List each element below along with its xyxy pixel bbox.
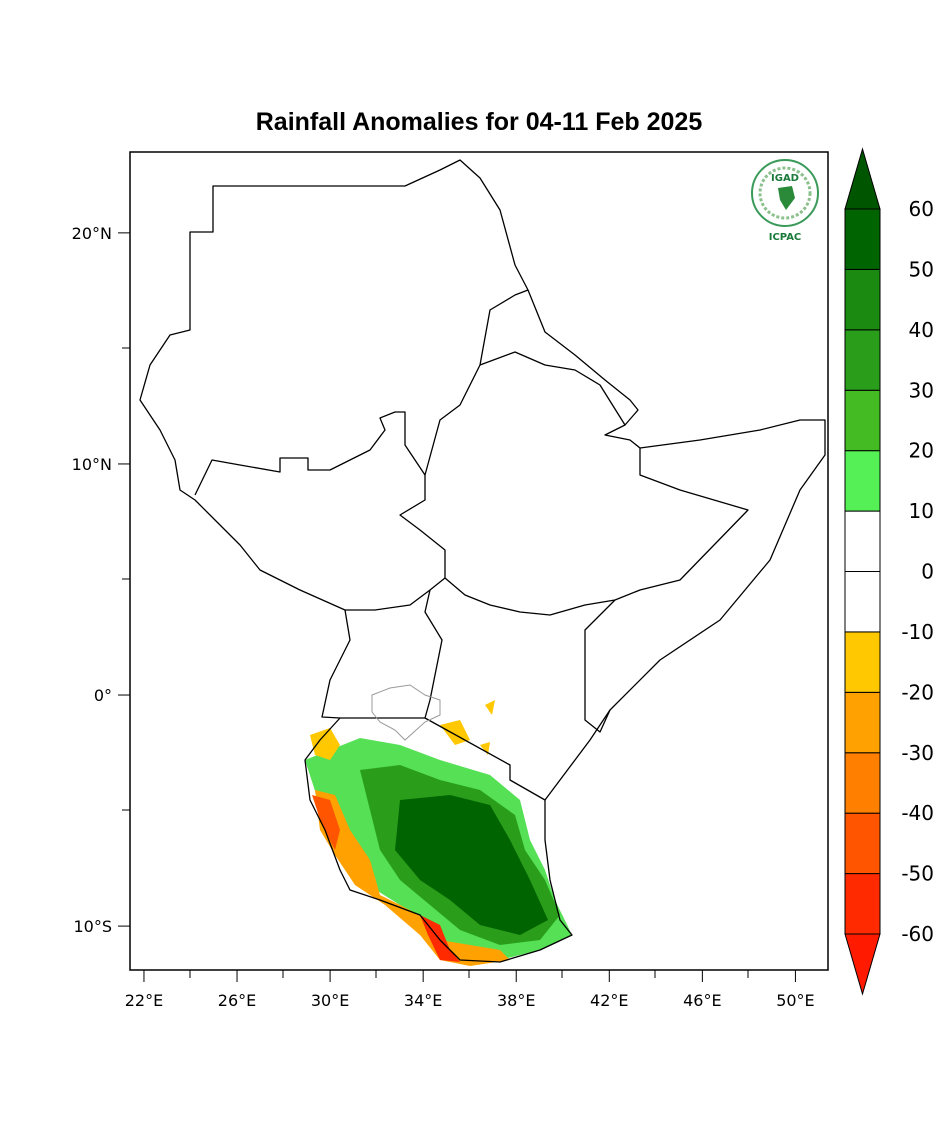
anomaly-field <box>305 700 572 966</box>
colorbar-label: -40 <box>901 801 934 825</box>
colorbar-label: 0 <box>921 560 934 584</box>
country-border <box>399 475 446 578</box>
colorbar-label: 50 <box>909 257 934 281</box>
colorbar-bin <box>844 631 881 693</box>
map-panel: IGAD ICPAC <box>122 151 829 978</box>
colorbar-bin <box>844 812 881 875</box>
map-frame <box>129 151 829 971</box>
x-tick-label: 42°E <box>590 991 628 1010</box>
x-tick-label: 34°E <box>404 991 442 1010</box>
colorbar-over <box>844 147 881 210</box>
colorbar-label: 60 <box>909 197 934 221</box>
colorbar-under <box>844 933 881 996</box>
colorbar-bin <box>844 208 881 270</box>
country-border <box>194 351 626 496</box>
colorbar-bin <box>844 510 881 573</box>
x-tick-label: 26°E <box>218 991 256 1010</box>
map-title: Rainfall Anomalies for 04-11 Feb 2025 <box>256 108 703 136</box>
minor-ticks <box>122 347 749 978</box>
lake-outline <box>371 684 441 741</box>
colorbar-label: 20 <box>909 439 934 463</box>
logo-name: IGAD <box>771 173 799 184</box>
colorbar-bin <box>844 873 881 935</box>
y-tick-label: 20°N <box>72 224 112 243</box>
colorbar-bin <box>844 329 881 391</box>
colorbar-bin <box>844 389 881 452</box>
country-border <box>584 599 616 733</box>
colorbar-label: 30 <box>909 378 934 402</box>
x-tick-label: 46°E <box>683 991 721 1010</box>
colorbar-label: -10 <box>901 620 934 644</box>
colorbar-bin <box>844 268 881 331</box>
x-tick-label: 30°E <box>311 991 349 1010</box>
colorbar-bin <box>844 691 881 754</box>
colorbar-bin <box>844 752 881 814</box>
logo-map <box>778 186 795 210</box>
logo-org: ICPAC <box>769 232 802 243</box>
y-tick-label: 10°N <box>72 455 112 474</box>
colorbar-label: -30 <box>901 741 934 765</box>
colorbar-bin <box>844 571 881 633</box>
x-tick-label: 50°E <box>776 991 814 1010</box>
x-tick-label: 22°E <box>125 991 163 1010</box>
x-tick-label: 38°E <box>497 991 535 1010</box>
country-border <box>345 448 749 616</box>
logo-wreath <box>758 166 812 220</box>
colorbar-bin <box>844 450 881 512</box>
colorbar-label: 40 <box>909 318 934 342</box>
y-tick-label: 10°S <box>73 917 112 936</box>
colorbar-label: -50 <box>901 862 934 886</box>
logo: IGAD ICPAC <box>751 159 819 243</box>
country-border <box>340 589 546 801</box>
y-tick-label: 0° <box>94 686 112 705</box>
colorbar-label: -60 <box>901 922 934 946</box>
colorbar-label: 10 <box>909 499 934 523</box>
colorbar-label: -20 <box>901 680 934 704</box>
country-border <box>479 289 529 366</box>
country-border <box>139 159 826 963</box>
